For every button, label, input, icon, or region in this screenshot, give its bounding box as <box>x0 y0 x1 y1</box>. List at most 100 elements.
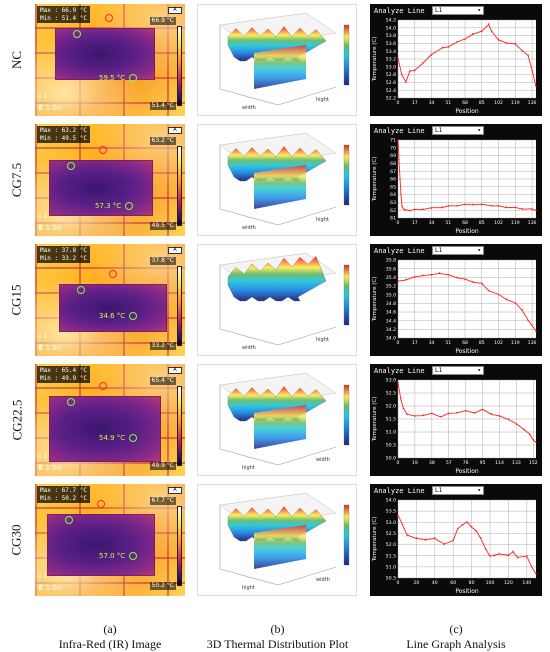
y-tick-label: 64 <box>390 192 396 198</box>
row-label-text: NC <box>9 50 24 70</box>
data-point <box>430 274 433 276</box>
thermal-3d-plot: width hight <box>197 244 357 356</box>
caption-b: (b) 3D Thermal Distribution Plot <box>190 622 365 652</box>
sample-well-face <box>254 405 306 449</box>
x-tick-label: 95 <box>480 460 486 466</box>
y-axis-line <box>277 86 337 106</box>
thermal-3d-plot: hight width <box>197 364 357 476</box>
x-axis-label: Position <box>455 228 479 235</box>
emissivity-icon: ε <box>38 102 44 113</box>
row-label-text: CG15 <box>9 284 24 316</box>
row-label: CG15 <box>0 250 34 350</box>
color-scale-bar <box>177 146 182 226</box>
data-point <box>401 523 404 526</box>
color-bar <box>343 504 350 566</box>
data-point <box>402 407 405 410</box>
data-point <box>431 413 433 415</box>
x-tick-label: 68 <box>462 220 468 226</box>
data-point <box>527 319 529 322</box>
x-tick-label: 40 <box>432 580 438 586</box>
min-marker-icon <box>65 516 73 524</box>
x-axis-label: Position <box>455 108 479 115</box>
y-axis-line <box>277 206 337 226</box>
scale-max-label: 66.9 °C <box>149 17 176 25</box>
data-point <box>466 521 468 523</box>
row-label: CG30 <box>0 490 34 590</box>
x-tick-label: 38 <box>429 460 435 466</box>
data-point <box>421 62 424 64</box>
data-point <box>447 205 449 207</box>
line-graph-svg: 50.0 50.5 51.0 51.5 52.0 52.5 53.0 0 19 38 57 76 95 1… <box>372 378 538 475</box>
data-point <box>473 411 476 414</box>
max-temp-text: Max : 63.2 °C <box>40 127 87 134</box>
y-tick-label: 51.5 <box>386 417 396 423</box>
spot-marker-icon <box>129 552 137 560</box>
x-axis-line <box>219 328 279 346</box>
x-tick-label: 119 <box>511 220 520 226</box>
analyze-line-select[interactable]: L1 <box>432 486 484 495</box>
x-tick-label: 100 <box>486 580 495 586</box>
data-point <box>456 204 458 207</box>
y-tick-label: 52.0 <box>386 542 396 548</box>
y-tick-label: 62 <box>390 208 396 214</box>
x-tick-label: 68 <box>462 340 468 346</box>
y-tick-label: 52.0 <box>386 404 396 410</box>
spot-marker-icon <box>129 434 137 442</box>
y-tick-label: 50.5 <box>386 443 396 449</box>
thermal-3d-plot: width hight <box>197 124 357 236</box>
data-point <box>414 276 416 279</box>
data-point <box>406 413 408 415</box>
data-point <box>507 555 510 557</box>
y-tick-label: 54.0 <box>386 498 396 504</box>
y-tick-label: 51.0 <box>386 564 396 570</box>
x-tick-label: 0 <box>397 100 400 106</box>
data-point <box>514 207 516 209</box>
data-point <box>481 204 483 206</box>
data-point <box>421 274 424 276</box>
scale-max-label: 65.4 °C <box>149 377 176 385</box>
x-tick-label: 136 <box>528 220 537 226</box>
fix-mode-icon: A <box>168 247 182 254</box>
emissivity: ε 1.00 <box>38 582 61 593</box>
caption-b-text: 3D Thermal Distribution Plot <box>206 637 349 651</box>
data-point <box>521 50 523 52</box>
coated-sample-region <box>49 160 153 216</box>
data-point <box>526 555 528 557</box>
thermal-3d-surface-svg: width hight <box>219 252 350 351</box>
axis-label-b: hight <box>316 337 329 343</box>
ir-image: Max : 67.7 °C Min : 50.2 °C A 67.7 °C 50.2 °… <box>35 484 185 596</box>
coated-sample-region <box>59 284 167 332</box>
max-marker-icon <box>99 382 107 390</box>
y-tick-label: 52.2 <box>386 96 396 102</box>
zoom-level: x 1 <box>38 93 48 100</box>
min-temp-text: Min : 49.5 °C <box>40 134 87 142</box>
y-tick-label: 53.0 <box>386 520 396 526</box>
axis-label-b: width <box>316 577 330 583</box>
data-point <box>456 276 458 279</box>
max-temp-text: Max : 67.7 °C <box>40 487 87 494</box>
spot-marker-icon <box>129 74 137 82</box>
min-marker-icon <box>67 398 75 406</box>
y-tick-label: 51.0 <box>386 430 396 436</box>
plot-area <box>398 260 536 338</box>
analyze-line-select[interactable]: L1 <box>432 366 484 375</box>
x-tick-label: 120 <box>504 580 513 586</box>
analyze-line-select[interactable]: L1 <box>432 246 484 255</box>
y-tick-label: 34.6 <box>386 310 396 316</box>
data-point <box>421 208 424 210</box>
data-point <box>456 40 458 43</box>
analyze-line-select[interactable]: L1 <box>432 126 484 135</box>
y-tick-label: 53.0 <box>386 64 396 70</box>
axis-label-a: width <box>242 105 256 111</box>
caption-a: (a) Infra-Red (IR) Image <box>35 622 185 652</box>
data-point <box>498 415 501 418</box>
y-axis-line <box>277 446 337 466</box>
y-tick-label: 50.0 <box>386 456 396 462</box>
data-point <box>530 566 533 568</box>
analyze-line-select[interactable]: L1 <box>432 6 484 15</box>
x-tick-label: 152 <box>529 460 538 466</box>
spot-temp-label: 54.9 °C <box>99 434 126 442</box>
data-point <box>521 309 523 311</box>
y-tick-label: 34.4 <box>386 318 396 324</box>
